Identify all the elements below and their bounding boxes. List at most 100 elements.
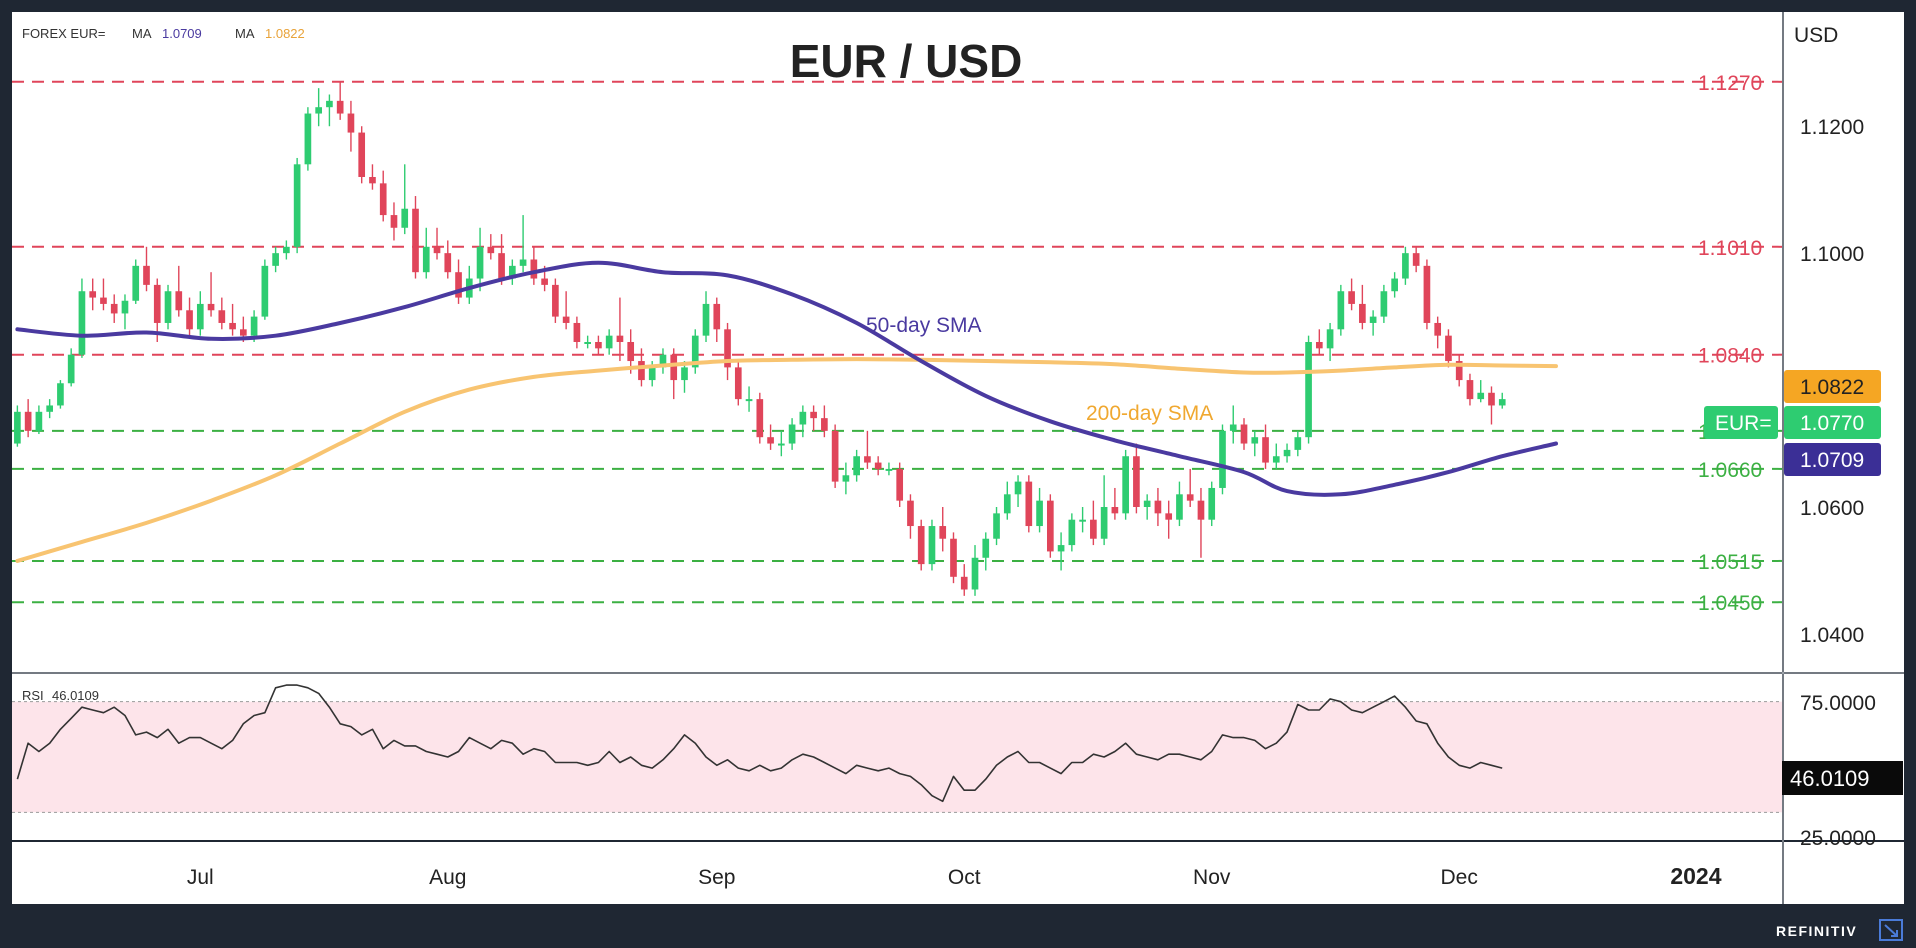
time-tick-2024: 2024 [1670, 863, 1721, 889]
candle-body [508, 265, 516, 279]
candle-body [1165, 513, 1173, 520]
candle-body [1380, 291, 1388, 317]
candle-body [487, 246, 495, 254]
candle-body [541, 278, 548, 285]
candle-body [1068, 519, 1076, 546]
price-axis-panel[interactable] [1784, 12, 1904, 672]
candle-body [240, 329, 247, 336]
instrument-label: FOREX EUR= [22, 26, 105, 41]
candle-body [1412, 253, 1420, 266]
candle-body [616, 335, 624, 342]
candle-body [78, 291, 86, 355]
candle-body [1445, 335, 1452, 362]
candle-body [648, 367, 656, 381]
candle-body [164, 291, 172, 323]
sma200-annotation: 200-day SMA [1086, 402, 1213, 425]
candle-body [1111, 507, 1119, 514]
candle-body [917, 526, 925, 565]
candle-body [1197, 500, 1205, 520]
candle-body [1294, 437, 1302, 450]
time-tick-Jul: Jul [187, 866, 214, 889]
candle-body [713, 303, 721, 330]
candle-body [1359, 303, 1366, 323]
candle-body [379, 183, 387, 216]
candle-body [745, 399, 753, 402]
candle-body [1057, 545, 1065, 552]
candle-body [110, 303, 118, 314]
ma200-badge: 1.0822 [1784, 370, 1881, 403]
level-label-1.0660: 1.0660 [1698, 459, 1762, 482]
candle-body [960, 576, 968, 590]
candle-body [326, 100, 333, 108]
ma50-legend-label: MA [132, 26, 152, 41]
rsi-tick-75: 75.0000 [1800, 692, 1876, 715]
candle-body [562, 316, 570, 323]
candle-body [1090, 519, 1097, 539]
candle-body [971, 557, 979, 590]
candle-body [196, 303, 204, 330]
chart-title: EUR / USD [790, 35, 1023, 87]
candle-body [444, 253, 452, 273]
candle-body [207, 303, 215, 311]
candle-body [670, 354, 678, 381]
candle-body [315, 107, 322, 114]
candle-body [57, 383, 64, 406]
candle-body [401, 208, 409, 228]
rsi-tick-25: 25.0000 [1800, 827, 1876, 850]
candle-body [1025, 481, 1033, 527]
candle-body [831, 430, 839, 482]
candle-body [573, 322, 581, 342]
price-panel[interactable] [12, 12, 1782, 672]
candle-body [939, 526, 947, 539]
candle-body [864, 456, 871, 463]
rsi-label: RSI [22, 688, 44, 703]
candle-body [777, 443, 785, 446]
candle-body [799, 411, 807, 425]
candle-body [1348, 291, 1355, 304]
candle-body [1014, 481, 1022, 495]
candle-body [756, 399, 764, 438]
candle-body [153, 284, 161, 323]
candle-body [691, 335, 699, 368]
last-price-badge: EUR= 1.0770 [1704, 406, 1881, 439]
candle-body [1498, 399, 1506, 406]
candle-body [885, 468, 893, 471]
price-tick-1.0400: 1.0400 [1800, 624, 1864, 647]
candle-body [595, 342, 602, 349]
rsi-neutral-band [12, 701, 1782, 813]
ma50-legend-value: 1.0709 [162, 26, 202, 41]
rsi-value-badge: 46.0109 [1782, 761, 1903, 795]
candle-body [293, 164, 301, 247]
candle-body [347, 113, 355, 133]
candle-body [1219, 430, 1226, 488]
rsi-badge-value: 46.0109 [1790, 766, 1870, 791]
candle-body [788, 424, 796, 444]
candle-body [1402, 253, 1409, 279]
rsi-legend-value: 46.0109 [52, 688, 99, 703]
candle-body [132, 265, 140, 301]
candle-body [530, 259, 538, 279]
candle-body [767, 437, 774, 444]
candle-body [390, 215, 398, 228]
brand-logo-icon [1879, 919, 1903, 941]
candle-body [175, 291, 183, 311]
candle-body [1391, 278, 1398, 292]
candle-body [627, 342, 635, 362]
level-label-1.1010: 1.1010 [1698, 237, 1762, 260]
candle-body [821, 418, 828, 431]
candle-body [272, 253, 279, 266]
candle-body [218, 310, 226, 323]
candle-body [724, 329, 731, 368]
ma50-badge: 1.0709 [1784, 443, 1881, 476]
candle-body [896, 468, 904, 501]
candle-body [24, 411, 32, 431]
candle-body [1251, 437, 1259, 444]
candle-body [1003, 494, 1011, 514]
last-price-value: 1.0770 [1800, 412, 1864, 435]
candle-body [261, 265, 269, 317]
candle-body [1423, 265, 1431, 323]
candle-body [1154, 500, 1162, 514]
candle-body [1262, 437, 1269, 463]
